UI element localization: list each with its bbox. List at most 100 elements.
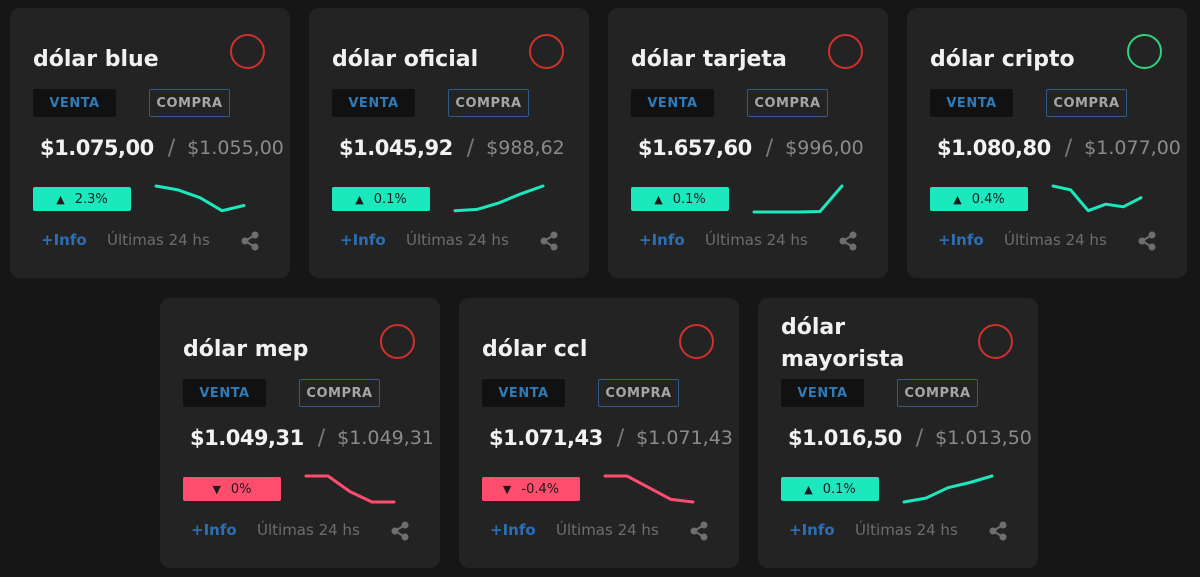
sell-price: $1.016,50	[788, 426, 902, 450]
trend-arrow-icon: ▲	[953, 192, 962, 206]
info-link[interactable]: +Info	[41, 231, 87, 249]
change-value: 0.4%	[971, 191, 1005, 207]
card-dolar-tarjeta: dólar tarjeta VENTA COMPRA $1.657,60 / $…	[608, 8, 888, 278]
price-separator: /	[915, 425, 924, 451]
venta-tab[interactable]: VENTA	[33, 89, 116, 117]
info-link[interactable]: +Info	[340, 231, 386, 249]
price-separator: /	[1064, 135, 1073, 161]
status-circle-icon	[1127, 34, 1162, 69]
price-row: $1.657,60 / $996,00	[638, 132, 864, 164]
compra-tab[interactable]: COMPRA	[747, 89, 828, 117]
price-separator: /	[616, 425, 625, 451]
card-title: dólar ccl	[482, 337, 588, 362]
sell-price: $1.045,92	[339, 136, 453, 160]
sell-price: $1.080,80	[937, 136, 1051, 160]
change-value: -0.4%	[521, 481, 560, 497]
buy-price: $1.049,31	[337, 427, 434, 449]
sparkline	[453, 184, 545, 213]
venta-tab[interactable]: VENTA	[930, 89, 1013, 117]
change-badge: ▲ 2.3%	[33, 187, 131, 211]
period-label: Últimas 24 hs	[556, 521, 659, 539]
change-badge: ▼ 0%	[183, 477, 281, 501]
venta-tab[interactable]: VENTA	[183, 379, 266, 407]
price-row: $1.080,80 / $1.077,00	[937, 132, 1181, 164]
sparkline	[154, 184, 246, 213]
period-label: Últimas 24 hs	[406, 231, 509, 249]
price-row: $1.049,31 / $1.049,31	[190, 422, 434, 454]
change-value: 2.3%	[74, 191, 108, 207]
venta-tab[interactable]: VENTA	[631, 89, 714, 117]
sparkline	[902, 474, 994, 504]
buy-price: $1.055,00	[187, 137, 284, 159]
change-value: 0.1%	[373, 191, 407, 207]
share-icon[interactable]	[987, 520, 1009, 542]
status-circle-icon	[230, 34, 265, 69]
buy-price: $988,62	[486, 137, 565, 159]
buy-price: $1.077,00	[1084, 137, 1181, 159]
card-dolar-mayorista: dólar mayorista VENTA COMPRA $1.016,50 /…	[758, 298, 1038, 568]
info-link[interactable]: +Info	[789, 521, 835, 539]
card-dolar-cripto: dólar cripto VENTA COMPRA $1.080,80 / $1…	[907, 8, 1187, 278]
card-title: dólar mayorista	[781, 315, 905, 372]
card-title: dólar tarjeta	[631, 47, 787, 72]
info-link[interactable]: +Info	[490, 521, 536, 539]
compra-tab[interactable]: COMPRA	[1046, 89, 1127, 117]
buy-price: $1.013,50	[935, 427, 1032, 449]
change-value: 0%	[230, 481, 252, 497]
price-row: $1.075,00 / $1.055,00	[40, 132, 284, 164]
status-circle-icon	[679, 324, 714, 359]
share-icon[interactable]	[837, 230, 859, 252]
card-dolar-ccl: dólar ccl VENTA COMPRA $1.071,43 / $1.07…	[459, 298, 739, 568]
price-row: $1.016,50 / $1.013,50	[788, 422, 1032, 454]
compra-tab[interactable]: COMPRA	[598, 379, 679, 407]
share-icon[interactable]	[688, 520, 710, 542]
period-label: Últimas 24 hs	[257, 521, 360, 539]
period-label: Últimas 24 hs	[1004, 231, 1107, 249]
venta-tab[interactable]: VENTA	[332, 89, 415, 117]
compra-tab[interactable]: COMPRA	[299, 379, 380, 407]
price-separator: /	[317, 425, 326, 451]
card-title: dólar cripto	[930, 47, 1075, 72]
trend-arrow-icon: ▲	[804, 482, 813, 496]
info-link[interactable]: +Info	[191, 521, 237, 539]
trend-arrow-icon: ▲	[355, 192, 364, 206]
buy-price: $1.071,43	[636, 427, 733, 449]
change-badge: ▼ -0.4%	[482, 477, 580, 501]
trend-arrow-icon: ▼	[212, 482, 221, 496]
trend-arrow-icon: ▼	[502, 482, 512, 496]
card-dolar-mep: dólar mep VENTA COMPRA $1.049,31 / $1.04…	[160, 298, 440, 568]
share-icon[interactable]	[538, 230, 560, 252]
compra-tab[interactable]: COMPRA	[448, 89, 529, 117]
share-icon[interactable]	[239, 230, 261, 252]
status-circle-icon	[828, 34, 863, 69]
change-badge: ▲ 0.1%	[332, 187, 430, 211]
compra-tab[interactable]: COMPRA	[897, 379, 978, 407]
venta-tab[interactable]: VENTA	[781, 379, 864, 407]
period-label: Últimas 24 hs	[855, 521, 958, 539]
info-link[interactable]: +Info	[639, 231, 685, 249]
sparkline	[603, 474, 695, 504]
status-circle-icon	[978, 324, 1013, 359]
sell-price: $1.049,31	[190, 426, 304, 450]
info-link[interactable]: +Info	[938, 231, 984, 249]
trend-arrow-icon: ▲	[654, 192, 663, 206]
card-dolar-blue: dólar blue VENTA COMPRA $1.075,00 / $1.0…	[10, 8, 290, 278]
trend-arrow-icon: ▲	[56, 192, 65, 206]
status-circle-icon	[529, 34, 564, 69]
card-title: dólar blue	[33, 47, 159, 72]
venta-tab[interactable]: VENTA	[482, 379, 565, 407]
sell-price: $1.071,43	[489, 426, 603, 450]
card-title: dólar mep	[183, 337, 309, 362]
status-circle-icon	[380, 324, 415, 359]
buy-price: $996,00	[785, 137, 864, 159]
period-label: Últimas 24 hs	[705, 231, 808, 249]
card-dolar-oficial: dólar oficial VENTA COMPRA $1.045,92 / $…	[309, 8, 589, 278]
compra-tab[interactable]: COMPRA	[149, 89, 230, 117]
share-icon[interactable]	[389, 520, 411, 542]
price-separator: /	[765, 135, 774, 161]
sparkline	[752, 184, 844, 214]
share-icon[interactable]	[1136, 230, 1158, 252]
sell-price: $1.657,60	[638, 136, 752, 160]
sparkline	[304, 474, 396, 504]
sparkline	[1051, 184, 1143, 213]
